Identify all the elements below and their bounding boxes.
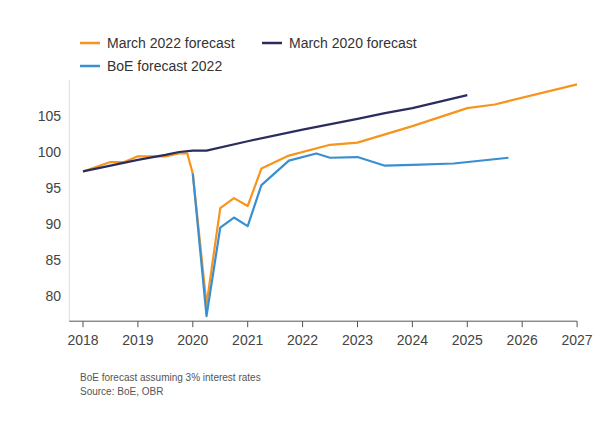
legend-swatch bbox=[80, 65, 100, 68]
y-tick-label: 90 bbox=[45, 216, 61, 232]
legend-label: March 2020 forecast bbox=[289, 35, 417, 51]
x-tick bbox=[577, 321, 578, 327]
footnote: BoE forecast assuming 3% interest rates bbox=[80, 372, 261, 383]
x-tick bbox=[467, 321, 468, 327]
x-tick bbox=[302, 321, 303, 327]
y-tick-label: 100 bbox=[38, 144, 62, 160]
series-line bbox=[83, 95, 467, 171]
x-tick bbox=[83, 321, 84, 327]
x-tick-label: 2023 bbox=[342, 332, 373, 348]
y-tick-label: 105 bbox=[38, 108, 62, 124]
legend-label: BoE forecast 2022 bbox=[107, 58, 222, 74]
x-tick-label: 2022 bbox=[287, 332, 318, 348]
legend-label: March 2022 forecast bbox=[107, 35, 235, 51]
legend-swatch bbox=[262, 42, 282, 45]
x-tick-label: 2025 bbox=[452, 332, 483, 348]
y-tick-label: 80 bbox=[45, 288, 61, 304]
footnote: Source: BoE, OBR bbox=[80, 386, 163, 397]
y-tick-label: 95 bbox=[45, 180, 61, 196]
legend-swatch bbox=[80, 42, 100, 45]
series-line bbox=[193, 153, 509, 316]
series-line bbox=[83, 84, 577, 304]
x-tick-label: 2024 bbox=[397, 332, 428, 348]
x-axis-line bbox=[69, 321, 577, 322]
x-tick bbox=[412, 321, 413, 327]
y-axis-line bbox=[69, 80, 70, 321]
x-tick-label: 2021 bbox=[232, 332, 263, 348]
x-tick bbox=[522, 321, 523, 327]
x-tick-label: 2027 bbox=[562, 332, 593, 348]
x-tick bbox=[357, 321, 358, 327]
x-tick-label: 2026 bbox=[507, 332, 538, 348]
plot-area bbox=[83, 84, 577, 316]
x-tick-label: 2019 bbox=[122, 332, 153, 348]
x-tick-label: 2018 bbox=[67, 332, 98, 348]
x-tick bbox=[192, 321, 193, 327]
chart: 80 85 90 95 100 105 2018 2019 2020 2021 2022 2023 20… bbox=[0, 0, 615, 432]
x-tick-label: 2020 bbox=[177, 332, 208, 348]
x-tick bbox=[137, 321, 138, 327]
y-tick-label: 85 bbox=[45, 252, 61, 268]
x-tick bbox=[247, 321, 248, 327]
